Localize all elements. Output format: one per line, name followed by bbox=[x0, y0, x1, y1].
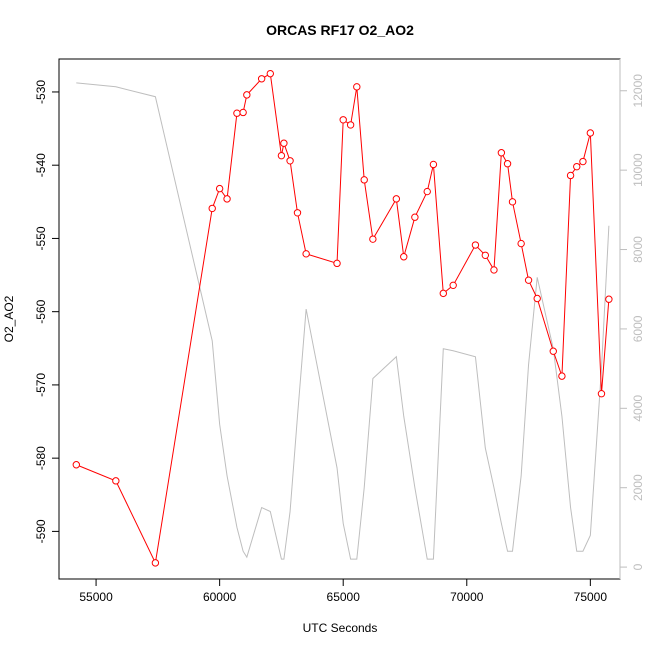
x-tick-label: 75000 bbox=[574, 590, 608, 604]
data-point bbox=[449, 281, 457, 290]
data-point bbox=[517, 239, 525, 248]
data-point bbox=[481, 251, 490, 259]
chart-title: ORCAS RF17 O2_AO2 bbox=[266, 22, 414, 38]
y-ticks: -590 -580 -570 -560 -550 -540 -530 bbox=[34, 80, 59, 543]
data-point bbox=[333, 259, 341, 268]
data-point bbox=[508, 198, 517, 206]
grey-series-line bbox=[76, 82, 610, 560]
series-layer bbox=[72, 69, 613, 567]
y2-tick-label: 0 bbox=[631, 563, 645, 570]
data-point bbox=[369, 235, 377, 243]
y2-tick-label: 10000 bbox=[631, 153, 645, 187]
y-tick-label: -530 bbox=[34, 80, 48, 104]
data-point bbox=[471, 241, 480, 249]
data-point bbox=[286, 157, 294, 165]
data-point bbox=[257, 75, 266, 83]
data-point bbox=[239, 108, 247, 117]
x-ticks: 55000 60000 65000 70000 75000 bbox=[79, 579, 607, 604]
y-tick-label: -540 bbox=[34, 153, 48, 177]
data-point bbox=[573, 162, 581, 171]
x-tick-label: 55000 bbox=[79, 590, 113, 604]
data-point bbox=[579, 157, 587, 166]
y-tick-label: -580 bbox=[34, 446, 48, 470]
data-point bbox=[497, 149, 506, 157]
data-point bbox=[353, 83, 361, 91]
y2-tick-label: 2000 bbox=[631, 474, 645, 501]
data-point bbox=[429, 160, 438, 169]
y2-tick-label: 12000 bbox=[631, 74, 645, 108]
data-point bbox=[243, 91, 251, 99]
data-point bbox=[346, 121, 355, 129]
x-tick-label: 60000 bbox=[203, 590, 237, 604]
data-point bbox=[277, 151, 286, 160]
data-point bbox=[605, 295, 613, 303]
data-point bbox=[533, 294, 541, 303]
data-point bbox=[392, 195, 401, 203]
data-point bbox=[280, 139, 288, 147]
data-point bbox=[151, 559, 160, 567]
y-tick-label: -590 bbox=[34, 519, 48, 543]
y2-tick-label: 6000 bbox=[631, 315, 645, 342]
y2-tick-label: 4000 bbox=[631, 395, 645, 422]
data-point bbox=[266, 69, 275, 78]
x-tick-label: 70000 bbox=[450, 590, 484, 604]
x-tick-label: 65000 bbox=[327, 590, 361, 604]
data-point bbox=[524, 276, 533, 284]
data-point bbox=[490, 266, 498, 274]
data-point bbox=[586, 129, 595, 137]
data-point bbox=[423, 187, 431, 196]
data-point bbox=[400, 253, 408, 261]
data-point bbox=[439, 289, 447, 298]
data-point bbox=[72, 461, 80, 469]
data-point bbox=[549, 347, 557, 355]
y-tick-label: -560 bbox=[34, 299, 48, 323]
y-tick-label: -570 bbox=[34, 373, 48, 397]
data-point bbox=[233, 109, 241, 117]
data-point bbox=[339, 116, 347, 124]
y-tick-label: -550 bbox=[34, 226, 48, 250]
data-point bbox=[223, 195, 231, 203]
data-point bbox=[112, 477, 120, 485]
y2-ticks: 0 2000 4000 6000 8000 10000 12000 bbox=[620, 74, 645, 570]
y2-tick-label: 8000 bbox=[631, 236, 645, 263]
data-point bbox=[215, 184, 224, 193]
plot-area-border bbox=[58, 58, 621, 580]
data-point bbox=[597, 390, 606, 398]
data-point bbox=[302, 250, 310, 258]
red-series-line bbox=[76, 72, 610, 565]
data-point bbox=[411, 213, 419, 221]
x-axis-label: UTC Seconds bbox=[303, 621, 378, 635]
data-point bbox=[208, 204, 216, 213]
y-axis-label: O2_AO2 bbox=[2, 295, 16, 342]
data-point bbox=[293, 209, 302, 217]
data-point bbox=[566, 171, 575, 180]
data-point bbox=[360, 176, 368, 184]
data-point bbox=[503, 160, 512, 168]
data-point bbox=[558, 372, 566, 380]
